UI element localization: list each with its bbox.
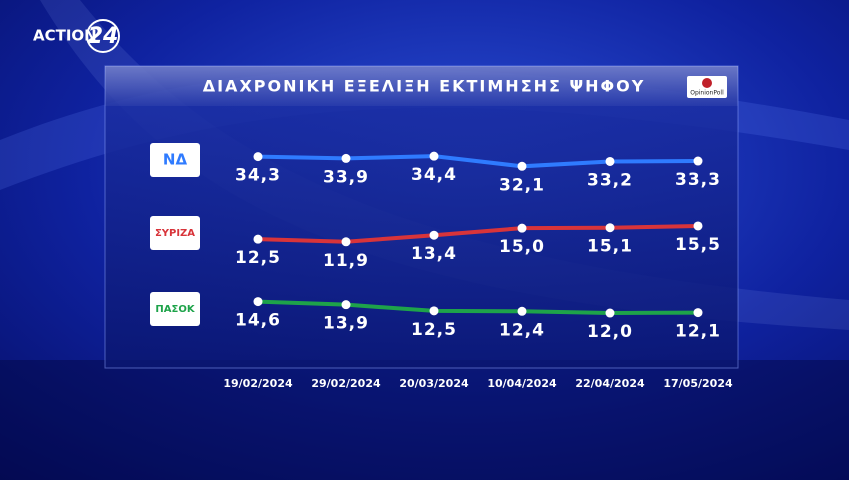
data-label: 34,3 [235,166,281,186]
title-bar [105,66,738,106]
x-tick-label: 19/02/2024 [223,377,293,390]
legend-label: ΠΑΣΟΚ [155,304,195,315]
data-label: 13,4 [411,244,457,264]
data-label: 14,6 [235,311,281,331]
x-tick-label: 17/05/2024 [663,377,733,390]
x-tick-label: 10/04/2024 [487,377,557,390]
data-label: 12,5 [235,248,281,268]
data-point [341,237,351,247]
party-logo [150,143,200,177]
x-tick-label: 20/03/2024 [399,377,469,390]
data-label: 15,5 [675,235,721,255]
data-label: 33,2 [587,170,633,190]
party-logo [150,216,200,250]
data-point [341,300,351,310]
chart-title: ΔΙΑΧΡΟΝΙΚΗ ΕΞΕΛΙΞΗ ΕΚΤΙΜΗΣΗΣ ΨΗΦΟΥ [203,77,646,96]
data-label: 34,4 [411,165,457,185]
data-label: 33,9 [323,167,369,187]
data-point [693,221,703,231]
data-point [429,230,439,240]
source: OpinionPoll [690,90,724,97]
data-point [253,152,263,162]
data-label: 33,3 [675,170,721,190]
data-label: 13,9 [323,314,369,334]
data-point [253,297,263,307]
series-line [257,223,699,244]
data-point [517,161,527,171]
data-label: 15,0 [499,237,545,257]
data-point [429,151,439,161]
data-point [253,234,263,244]
data-point [605,156,615,166]
data-label: 15,1 [587,237,633,257]
data-point [693,308,703,318]
data-point [429,306,439,316]
chart-panel [104,65,739,369]
data-point [517,223,527,233]
data-label: 12,1 [675,322,721,342]
channel-name: ACTION [33,27,97,45]
party-logo [150,292,200,326]
x-tick-label: 29/02/2024 [311,377,381,390]
data-point [605,223,615,233]
series-line [257,299,699,316]
data-point [693,156,703,166]
data-label: 12,0 [587,322,633,342]
legend-label: ΝΔ [163,151,188,169]
data-point [517,306,527,316]
floor [0,360,849,480]
x-tick-label: 22/04/2024 [575,377,645,390]
channel-number: 24 [88,24,119,49]
data-label: 12,5 [411,320,457,340]
source-icon [702,78,712,88]
data-point [605,308,615,318]
channel-logo: ACTION 24 [33,19,120,53]
legend-label: ΣΥΡΙΖΑ [155,228,195,239]
data-label: 12,4 [499,320,545,340]
logo-ring [86,19,120,53]
data-label: 11,9 [323,251,369,271]
data-label: 32,1 [499,175,545,195]
series-line [257,154,699,169]
data-point [341,153,351,163]
